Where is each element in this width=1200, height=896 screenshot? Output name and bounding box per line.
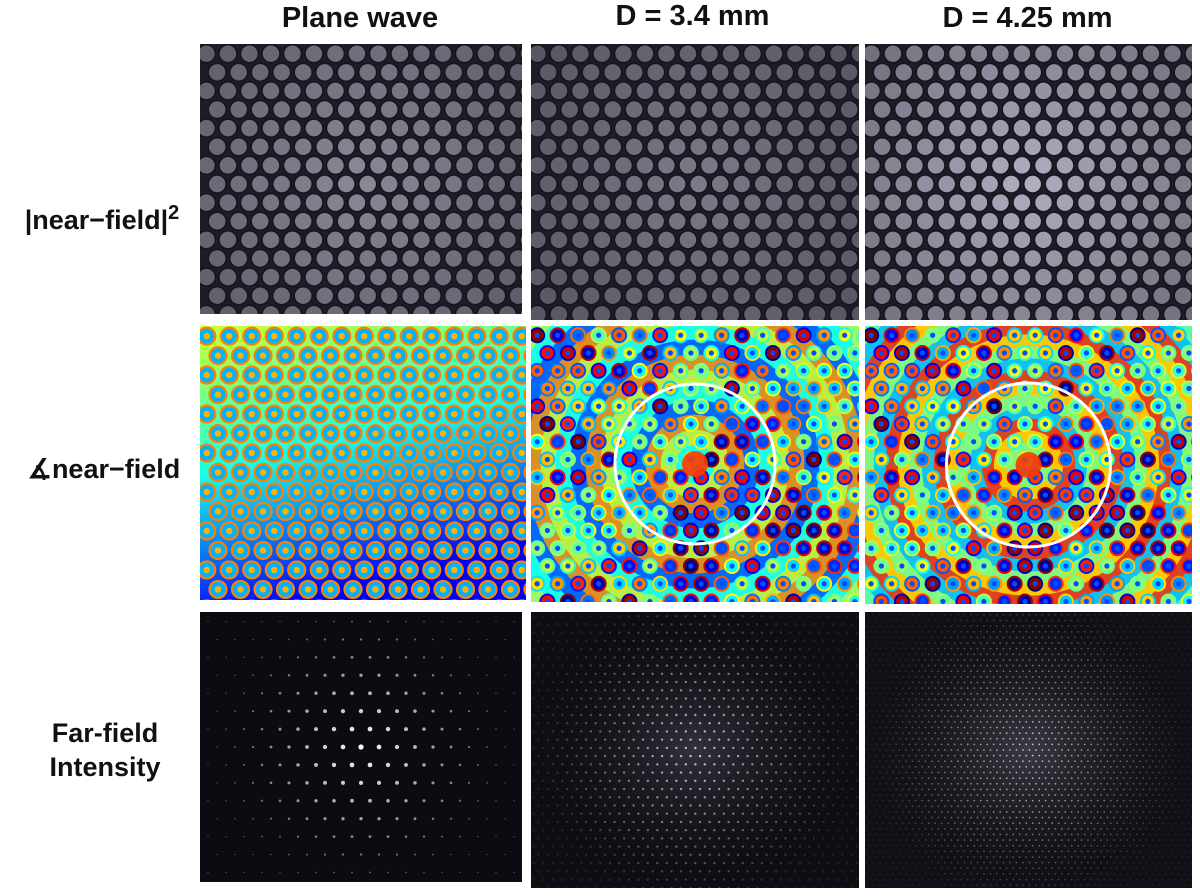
panel-near-field-phase-d-3-4mm [531,326,859,602]
panel-graphic [865,612,1192,888]
panel-graphic [531,326,859,602]
row-label-near-field-phase: ∡near−field [27,454,181,484]
panel-far-field-d-3-4mm [531,612,859,888]
panel-graphic [531,44,859,320]
panel-graphic [865,44,1192,320]
panel-graphic [865,326,1192,604]
panel-far-field-plane-wave [200,612,522,882]
panel-near-field-intensity-d-3-4mm [531,44,859,320]
column-title-d-4-25mm: D = 4.25 mm [942,2,1113,34]
aperture-ring [613,382,777,546]
row-label-far-field: Far-field Intensity [20,716,190,784]
panel-near-field-intensity-plane-wave [200,44,522,314]
column-title-plane-wave: Plane wave [281,2,439,34]
row-label-near-field-intensity-superscript: 2 [168,202,180,224]
panel-graphic [200,612,522,882]
panel-near-field-phase-d-4-25mm [865,326,1192,604]
panel-graphic [531,612,859,888]
aperture-ring [945,381,1112,549]
panel-far-field-d-4-25mm [865,612,1192,888]
panel-near-field-phase-plane-wave [200,326,526,600]
row-label-near-field-intensity-text: |near−field| [24,205,169,235]
column-title-d-3-4mm: D = 3.4 mm [615,0,770,32]
row-label-near-field-intensity: |near−field|2 [2,196,202,237]
panel-near-field-intensity-d-4-25mm [865,44,1192,320]
row-label-far-field-line-1: Far-field [51,718,159,748]
row-label-far-field-line-2: Intensity [49,752,161,782]
panel-graphic [200,44,522,314]
panel-graphic [200,326,526,600]
